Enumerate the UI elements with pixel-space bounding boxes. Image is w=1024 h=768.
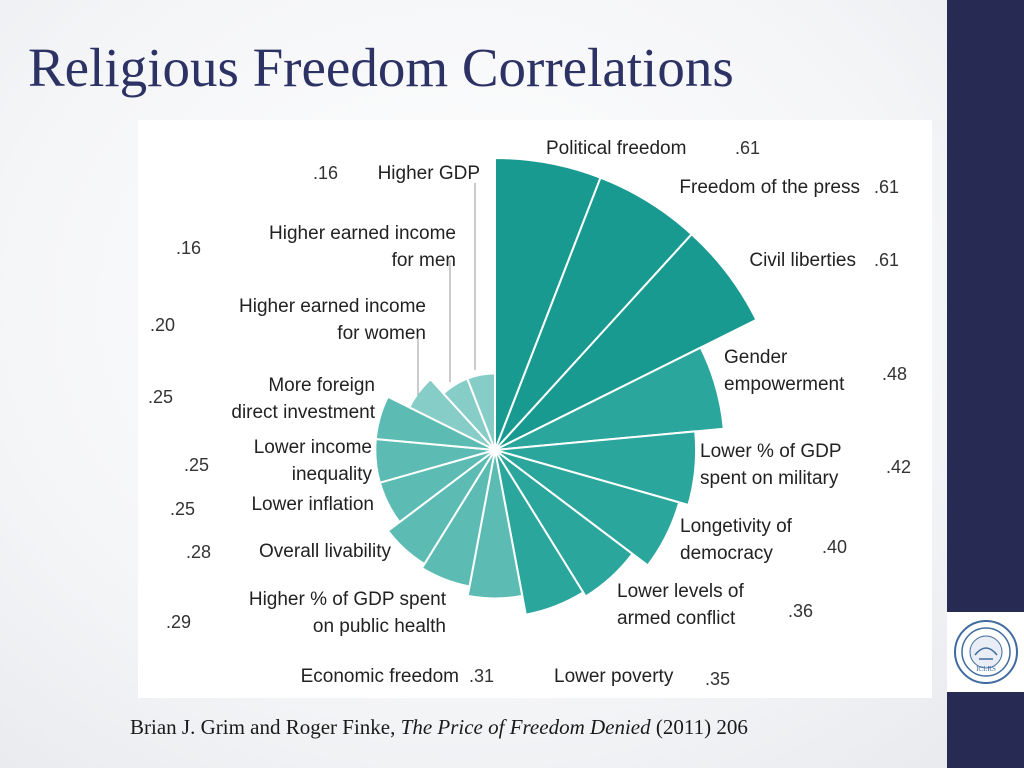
value-label-longetivity-of-democracy: .40: [822, 537, 847, 557]
slice-lower-of-gdp-spent-on-military: [494, 430, 698, 507]
slice-higher-earned-income-for-women: [407, 377, 496, 451]
slice-lower-levels-of-armed-conflict: [494, 449, 634, 598]
category-label-economic-freedom: Economic freedom: [301, 666, 459, 687]
slice-economic-freedom: [466, 449, 524, 600]
value-label-lower-income-inequality: .25: [184, 455, 209, 475]
value-label-lower-of-gdp-spent-on-military: .42: [886, 457, 911, 477]
value-label-economic-freedom: .31: [469, 666, 494, 686]
iclrs-seal: ICLRS: [947, 612, 1024, 692]
caption-authors: Brian J. Grim and Roger Finke,: [130, 715, 396, 739]
chart-panel: Political freedom .61 Freedom of the press…: [138, 120, 932, 698]
iclrs-seal-icon: ICLRS: [953, 620, 1018, 684]
value-label-lower-inflation: .25: [170, 499, 195, 519]
svg-text:ICLRS: ICLRS: [976, 665, 996, 673]
value-label-lower-poverty: .35: [705, 669, 730, 689]
slice-more-foreign-direct-investment: [374, 395, 496, 451]
slice-higher-of-gdp-spent-on-public-health: [420, 449, 496, 588]
value-label-higher-earned-income-for-men: .16: [176, 238, 201, 258]
value-label-more-foreign-direct-investment: .25: [148, 387, 173, 407]
slice-higher-gdp: [466, 372, 496, 451]
value-label-overall-livability: .28: [186, 542, 211, 562]
category-label-political-freedom: Political freedom: [546, 138, 686, 159]
value-label-civil-liberties: .61: [874, 250, 899, 270]
category-label-longetivity-of-democracy: Longetivity of democracy: [680, 516, 793, 564]
slice-civil-liberties: [494, 232, 758, 451]
value-label-gender-empowerment: .48: [882, 364, 907, 384]
value-label-lower-levels-of-armed-conflict: .36: [788, 601, 813, 621]
caption-year-page: (2011) 206: [655, 715, 748, 739]
category-label-freedom-of-the-press: Freedom of the press: [679, 177, 860, 198]
category-label-overall-livability: Overall livability: [259, 541, 391, 562]
category-label-higher-gdp: Higher GDP: [378, 163, 480, 184]
citation-caption: Brian J. Grim and Roger Finke, The Price…: [130, 715, 748, 740]
category-label-more-foreign-direct-investment: More foreign direct investment: [231, 375, 375, 423]
category-label-higher-earned-income-for-men: Higher earned income for men: [269, 223, 456, 271]
category-label-lower-poverty: Lower poverty: [554, 666, 674, 687]
value-label-freedom-of-the-press: .61: [874, 177, 899, 197]
category-label-higher-earned-income-for-women: Higher earned income for women: [239, 296, 426, 344]
value-label-higher-of-gdp-spent-on-public-health: .29: [166, 612, 191, 632]
value-label-political-freedom: .61: [735, 138, 760, 158]
slide-title: Religious Freedom Correlations: [28, 37, 734, 98]
category-label-lower-inflation: Lower inflation: [251, 494, 374, 515]
slice-longetivity-of-democracy: [494, 449, 681, 567]
category-label-lower-levels-of-armed-conflict: Lower levels of armed conflict: [617, 581, 744, 629]
value-label-higher-earned-income-for-women: .20: [150, 315, 175, 335]
slice-gender-empowerment: [494, 346, 725, 451]
slice-lower-poverty: [494, 449, 585, 616]
category-label-civil-liberties: Civil liberties: [749, 250, 856, 271]
category-label-higher-of-gdp-spent-on-public-health: Higher % of GDP spent on public health: [249, 589, 447, 637]
category-label-gender-empowerment: Gender empowerment: [724, 347, 845, 395]
category-label-lower-income-inequality: Lower income inequality: [254, 437, 373, 485]
category-label-lower-of-gdp-spent-on-military: Lower % of GDP spent on military: [700, 441, 842, 489]
slice-overall-livability: [386, 449, 496, 566]
polar-area-chart: Political freedom .61 Freedom of the press…: [148, 138, 911, 689]
caption-book-title: The Price of Freedom Denied: [400, 715, 651, 739]
value-label-higher-gdp: .16: [313, 163, 338, 183]
